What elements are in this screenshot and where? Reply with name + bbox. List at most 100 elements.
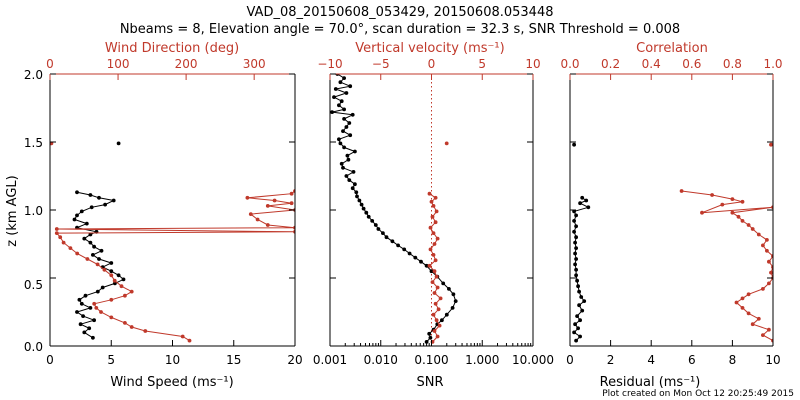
left-y-tick-label-0: 0.0 [24, 340, 43, 354]
left-y-tick-label-3: 1.5 [24, 136, 43, 150]
left-wind-speed-point-20 [91, 253, 95, 257]
left-wind-speed-isolated-point-0 [116, 141, 121, 146]
left-wind-speed-point-8 [79, 301, 84, 306]
right-correlation-point-19 [765, 238, 769, 242]
middle-vertical-velocity-point-1 [435, 334, 440, 339]
left-wind-direction-line [55, 190, 295, 342]
middle-bottom-tick-label-0: 0.001 [313, 353, 347, 367]
middle-snr-point-7 [450, 306, 455, 310]
right-top-tick-label-4: 0.8 [723, 57, 742, 71]
middle-vertical-velocity-point-28 [427, 191, 432, 196]
middle-snr-point-35 [347, 178, 352, 183]
right-residual-point-20 [573, 240, 577, 245]
middle-snr-point-28 [361, 206, 366, 211]
middle-vertical-velocity-point-24 [434, 209, 439, 214]
middle-snr-point-25 [370, 219, 375, 223]
right-residual-point-7 [580, 308, 585, 313]
left-wind-direction-point-27 [255, 217, 260, 222]
panel-middle: Vertical velocity (ms⁻¹) SNR [355, 41, 504, 390]
left-wind-speed-point-6 [75, 310, 79, 314]
right-residual-point-13 [575, 278, 579, 283]
left-plot: 0 5 10 15 200 100 200 300 [46, 57, 302, 367]
middle-plot: 0.001 0.010 0.100 1.000 10.000 −10 −5 0 5 10 [313, 57, 554, 367]
right-residual-point-24 [572, 219, 576, 223]
left-top-tick-label-3: 300 [243, 57, 266, 71]
right-correlation-point-7 [734, 300, 739, 305]
middle-snr-point-26 [366, 214, 371, 219]
left-wind-speed-point-37 [75, 190, 79, 195]
middle-snr-point-0 [424, 340, 429, 344]
right-correlation-point-13 [769, 270, 773, 275]
right-residual-point-28 [578, 201, 582, 206]
right-series-group [572, 142, 773, 343]
middle-vertical-velocity-point-6 [436, 307, 441, 312]
middle-vertical-velocity-point-14 [427, 263, 432, 268]
middle-vertical-velocity-point-10 [435, 285, 440, 290]
right-residual-point-2 [572, 330, 576, 335]
right-correlation-isolated-point-0 [769, 142, 773, 147]
right-residual-point-22 [572, 229, 576, 234]
right-top-axis-label: Correlation [636, 41, 708, 56]
left-wind-direction-point-13 [112, 278, 117, 283]
middle-vertical-velocity-point-9 [432, 291, 437, 295]
right-correlation-point-21 [750, 227, 755, 231]
left-wind-speed-point-14 [121, 277, 126, 282]
right-residual-point-29 [584, 198, 589, 203]
middle-snr-point-36 [344, 174, 349, 178]
middle-snr-point-39 [339, 161, 344, 166]
right-residual-point-16 [573, 262, 577, 267]
left-wind-direction-point-26 [265, 223, 270, 227]
left-y-axis-label: z (km AGL) [5, 175, 20, 246]
middle-snr-point-15 [419, 259, 423, 264]
middle-vertical-velocity-point-25 [431, 204, 436, 208]
left-wind-speed-point-31 [79, 209, 84, 214]
middle-vertical-velocity-point-22 [433, 220, 438, 225]
middle-vertical-velocity-point-2 [432, 329, 437, 333]
figure-title-line1: VAD_08_20150608_053429, 20150608.053448 [247, 5, 554, 20]
middle-vertical-velocity-point-5 [431, 312, 436, 317]
right-residual-point-17 [574, 257, 578, 261]
right-residual-point-0 [574, 338, 578, 343]
left-wind-direction-point-24 [54, 227, 59, 231]
middle-vertical-velocity-point-18 [432, 242, 437, 246]
right-residual-point-1 [578, 334, 582, 339]
left-wind-speed-point-4 [92, 318, 96, 323]
middle-snr-point-58 [333, 87, 338, 91]
right-correlation-point-1 [761, 333, 765, 337]
middle-vertical-velocity-point-16 [431, 253, 436, 257]
middle-vertical-velocity-point-21 [428, 225, 433, 230]
left-wind-direction-point-11 [129, 289, 134, 294]
right-plot: 0 2 4 6 8 10 0.0 0.2 0.4 0.6 0.8 1.0 [560, 57, 782, 367]
middle-snr-point-16 [413, 255, 418, 260]
left-wind-speed-point-12 [100, 285, 105, 290]
middle-snr-point-11 [441, 281, 446, 286]
left-top-tick-label-2: 200 [175, 57, 198, 71]
left-y-tick-label-2: 1.0 [24, 204, 43, 218]
left-wind-direction-point-12 [119, 284, 124, 289]
left-wind-speed-point-22 [92, 244, 96, 249]
middle-vertical-velocity-point-23 [430, 214, 435, 219]
middle-snr-point-29 [359, 202, 364, 207]
right-correlation-point-22 [746, 223, 751, 227]
left-wind-speed-point-15 [116, 273, 121, 278]
middle-snr-point-22 [381, 231, 385, 236]
middle-vertical-velocity-point-13 [432, 269, 437, 274]
right-bottom-tick-label-2: 4 [647, 353, 655, 367]
left-wind-direction-point-0 [187, 338, 192, 343]
right-correlation-point-32 [679, 189, 684, 193]
left-wind-direction-point-10 [123, 293, 127, 298]
middle-snr-point-57 [344, 91, 349, 95]
left-wind-direction-point-6 [99, 310, 103, 314]
left-wind-direction-point-20 [61, 240, 66, 245]
middle-top-axis-label: Vertical velocity (ms⁻¹) [355, 41, 504, 56]
middle-top-tick-label-1: −5 [372, 57, 390, 71]
figure-title-line2: Nbeams = 8, Elevation angle = 70.0°, sca… [120, 22, 680, 37]
right-correlation-point-20 [756, 232, 761, 237]
left-wind-speed-point-25 [88, 232, 93, 237]
middle-vertical-velocity-point-15 [433, 258, 438, 263]
middle-snr-point-9 [451, 292, 456, 297]
left-wind-speed-point-28 [84, 221, 89, 226]
middle-vertical-velocity-point-8 [438, 296, 443, 301]
right-bottom-tick-label-5: 10 [765, 353, 780, 367]
left-wind-direction-point-2 [143, 329, 148, 333]
